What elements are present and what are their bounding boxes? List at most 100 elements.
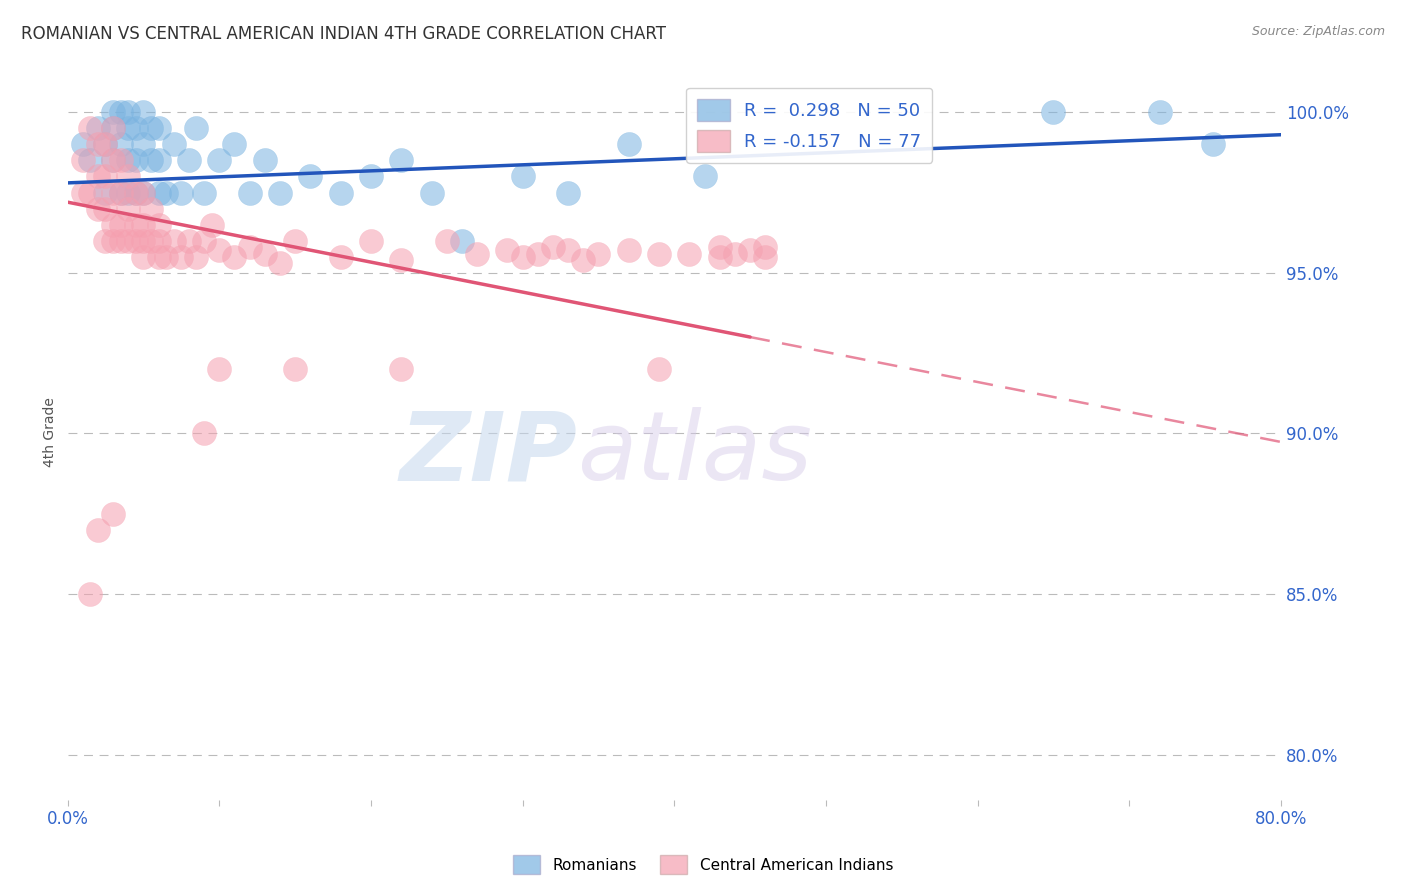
Legend: R =  0.298   N = 50, R = -0.157   N = 77: R = 0.298 N = 50, R = -0.157 N = 77	[686, 87, 932, 162]
Point	[110, 218, 132, 232]
Point	[238, 240, 260, 254]
Point	[1149, 105, 1171, 120]
Point	[588, 246, 610, 260]
Point	[117, 186, 139, 200]
Point	[208, 362, 231, 376]
Point	[110, 137, 132, 152]
Point	[420, 186, 443, 200]
Point	[125, 234, 148, 248]
Point	[738, 244, 761, 258]
Point	[754, 240, 776, 254]
Point	[94, 202, 117, 216]
Point	[110, 234, 132, 248]
Point	[132, 137, 155, 152]
Point	[132, 186, 155, 200]
Point	[110, 186, 132, 200]
Point	[139, 121, 162, 136]
Point	[617, 137, 640, 152]
Point	[693, 169, 716, 184]
Point	[148, 250, 170, 264]
Point	[360, 169, 382, 184]
Point	[125, 153, 148, 168]
Point	[269, 186, 291, 200]
Point	[155, 250, 177, 264]
Point	[526, 246, 548, 260]
Point	[87, 523, 110, 537]
Point	[117, 121, 139, 136]
Point	[101, 218, 124, 232]
Point	[724, 246, 747, 260]
Point	[79, 587, 101, 601]
Point	[94, 137, 117, 152]
Point	[72, 137, 94, 152]
Point	[87, 121, 110, 136]
Point	[148, 153, 170, 168]
Point	[389, 362, 412, 376]
Point	[329, 250, 352, 264]
Y-axis label: 4th Grade: 4th Grade	[44, 397, 58, 467]
Point	[117, 105, 139, 120]
Point	[101, 234, 124, 248]
Point	[617, 244, 640, 258]
Point	[208, 244, 231, 258]
Point	[224, 137, 246, 152]
Point	[110, 153, 132, 168]
Point	[224, 250, 246, 264]
Point	[72, 153, 94, 168]
Point	[269, 256, 291, 270]
Point	[117, 169, 139, 184]
Point	[125, 186, 148, 200]
Legend: Romanians, Central American Indians: Romanians, Central American Indians	[506, 849, 900, 880]
Point	[117, 202, 139, 216]
Point	[79, 186, 101, 200]
Point	[299, 169, 322, 184]
Point	[148, 234, 170, 248]
Point	[678, 246, 700, 260]
Point	[1042, 105, 1064, 120]
Point	[163, 234, 186, 248]
Point	[101, 105, 124, 120]
Point	[496, 244, 519, 258]
Point	[512, 250, 534, 264]
Point	[754, 250, 776, 264]
Point	[208, 153, 231, 168]
Point	[557, 244, 579, 258]
Point	[193, 186, 215, 200]
Point	[186, 121, 208, 136]
Text: atlas: atlas	[578, 408, 813, 500]
Point	[648, 362, 671, 376]
Point	[101, 153, 124, 168]
Point	[253, 246, 276, 260]
Point	[87, 137, 110, 152]
Text: Source: ZipAtlas.com: Source: ZipAtlas.com	[1251, 25, 1385, 38]
Point	[110, 105, 132, 120]
Point	[148, 121, 170, 136]
Point	[132, 218, 155, 232]
Point	[451, 234, 474, 248]
Text: ZIP: ZIP	[399, 408, 578, 500]
Point	[101, 121, 124, 136]
Point	[170, 250, 193, 264]
Point	[110, 186, 132, 200]
Point	[541, 240, 564, 254]
Point	[512, 169, 534, 184]
Point	[94, 234, 117, 248]
Point	[101, 121, 124, 136]
Point	[389, 153, 412, 168]
Point	[193, 234, 215, 248]
Point	[557, 186, 579, 200]
Point	[139, 153, 162, 168]
Point	[132, 250, 155, 264]
Point	[284, 362, 307, 376]
Point	[117, 153, 139, 168]
Point	[101, 153, 124, 168]
Point	[132, 234, 155, 248]
Point	[101, 507, 124, 521]
Point	[87, 169, 110, 184]
Point	[125, 186, 148, 200]
Point	[87, 202, 110, 216]
Point	[238, 186, 260, 200]
Point	[79, 121, 101, 136]
Point	[465, 246, 488, 260]
Point	[163, 137, 186, 152]
